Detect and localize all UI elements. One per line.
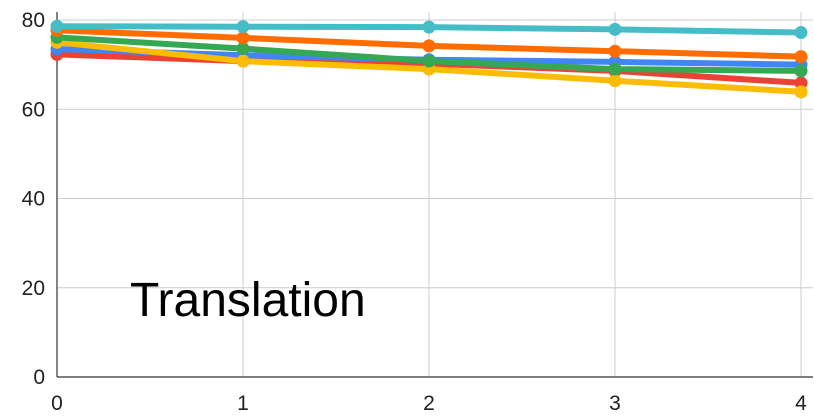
data-point — [608, 44, 622, 58]
data-point — [422, 54, 436, 68]
data-point — [794, 85, 808, 99]
series-points — [50, 19, 808, 99]
data-point — [422, 39, 436, 53]
axes — [56, 12, 813, 378]
data-point — [608, 62, 622, 76]
data-point — [608, 74, 622, 88]
y-tick-label: 40 — [22, 188, 45, 211]
y-tick-label: 80 — [22, 9, 45, 32]
x-tick-label: 2 — [423, 392, 435, 415]
data-point — [794, 76, 808, 90]
y-tick-label: 60 — [22, 98, 45, 121]
data-point — [794, 50, 808, 64]
y-tick-label: 20 — [22, 277, 45, 300]
data-point — [794, 64, 808, 78]
data-point — [794, 25, 808, 39]
data-point — [422, 20, 436, 34]
x-tick-label: 0 — [51, 392, 63, 415]
data-point — [236, 20, 250, 34]
data-point — [50, 19, 64, 33]
data-point — [236, 31, 250, 45]
tick-labels: 0 20 40 60 80 0 1 2 3 4 — [22, 9, 808, 415]
data-point — [608, 22, 622, 36]
data-point — [236, 54, 250, 68]
x-tick-label: 1 — [237, 392, 249, 415]
data-point — [236, 42, 250, 56]
y-tick-label: 0 — [33, 366, 45, 389]
x-tick-label: 4 — [795, 392, 807, 415]
chart-annotation: Translation — [130, 274, 366, 327]
x-tick-label: 3 — [609, 392, 621, 415]
